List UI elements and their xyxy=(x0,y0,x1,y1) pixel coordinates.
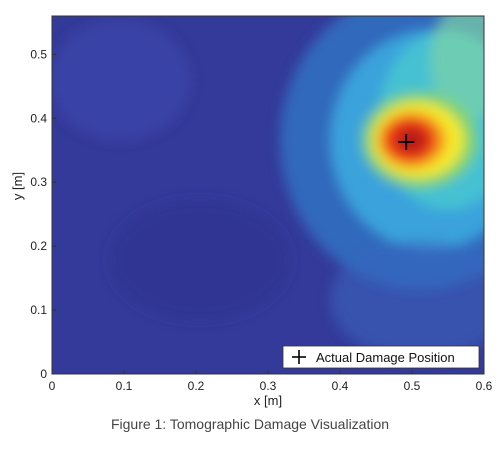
x-tick-label: 0.1 xyxy=(116,379,133,393)
y-tick-label: 0.3 xyxy=(30,175,47,189)
y-tick-label: 0.4 xyxy=(30,111,47,125)
y-tick-label: 0 xyxy=(40,367,47,381)
damage-marker xyxy=(398,133,415,150)
x-axis-label: x [m] xyxy=(254,393,282,408)
y-tick-label: 0.1 xyxy=(30,303,47,317)
legend-box xyxy=(282,345,480,369)
x-tick-label: 0.5 xyxy=(404,379,421,393)
x-tick-label: 0.4 xyxy=(332,379,349,393)
heatmap-field xyxy=(52,16,484,360)
y-axis-ticks: 0 0.1 0.2 0.3 0.4 0.5 xyxy=(30,47,56,381)
heat-blob-lower-right xyxy=(330,240,484,360)
x-tick-label: 0 xyxy=(49,379,56,393)
heat-blob-upper-right xyxy=(430,16,484,120)
heat-blob-left-1 xyxy=(52,20,190,140)
x-axis-ticks: 0 0.1 0.2 0.3 0.4 0.5 0.6 xyxy=(49,370,493,393)
legend: Actual Damage Position xyxy=(282,345,480,369)
x-tick-label: 0.2 xyxy=(188,379,205,393)
y-tick-label: 0.5 xyxy=(30,47,47,61)
y-tick-label: 0.2 xyxy=(30,239,47,253)
heat-blob-core xyxy=(398,128,426,152)
y-axis-label: y [m] xyxy=(10,172,25,200)
heat-blob-left-2 xyxy=(110,200,290,320)
x-tick-label: 0.3 xyxy=(260,379,277,393)
x-tick-label: 0.6 xyxy=(476,379,493,393)
heatmap-area xyxy=(52,16,484,374)
legend-label: Actual Damage Position xyxy=(316,350,455,365)
figure-caption: Figure 1: Tomographic Damage Visualizati… xyxy=(110,416,390,432)
legend-plus-icon xyxy=(292,350,306,364)
